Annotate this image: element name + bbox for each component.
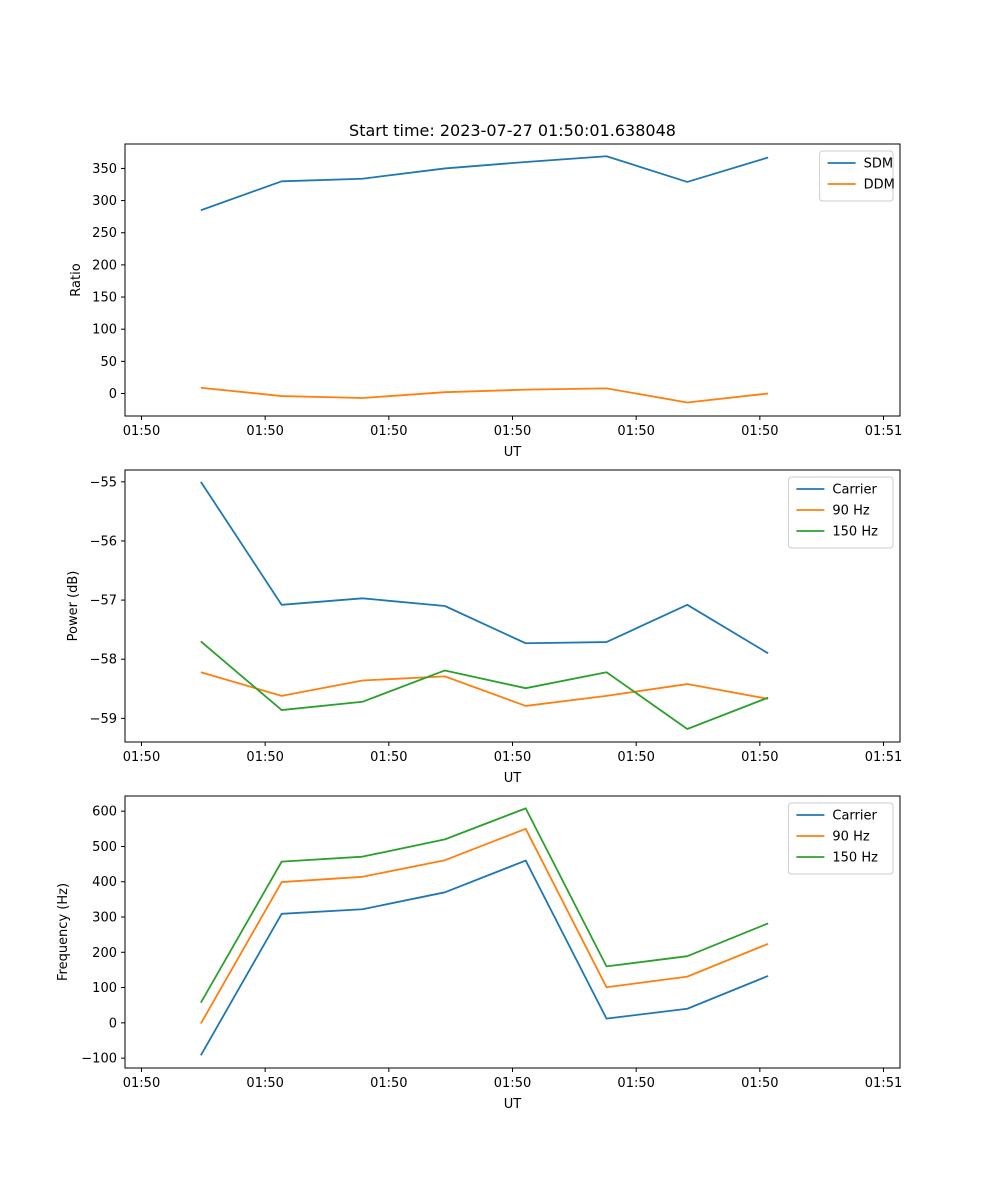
x-axis-label: UT <box>504 771 522 786</box>
y-tick-label: 300 <box>92 194 117 209</box>
x-tick-label: 01:50 <box>246 424 283 439</box>
legend-label: Carrier <box>832 809 877 824</box>
y-tick-label: 100 <box>92 981 117 996</box>
y-tick-label: 0 <box>109 387 117 402</box>
x-tick-label: 01:50 <box>370 750 407 765</box>
series-line-90-hz <box>200 671 769 707</box>
y-tick-label: 100 <box>92 323 117 338</box>
x-tick-label: 01:50 <box>370 1076 407 1091</box>
legend-label: 150 Hz <box>832 851 878 866</box>
x-tick-label: 01:50 <box>246 750 283 765</box>
x-tick-label: 01:50 <box>741 1076 778 1091</box>
x-tick-label: 01:50 <box>123 1076 160 1091</box>
x-tick-label: 01:50 <box>370 424 407 439</box>
x-tick-label: 01:50 <box>246 1076 283 1091</box>
series-line-150-hz <box>200 640 769 730</box>
y-tick-label: 50 <box>100 355 117 370</box>
x-tick-label: 01:50 <box>617 1076 654 1091</box>
series-line-90-hz <box>200 827 769 1024</box>
x-tick-label: 01:50 <box>123 750 160 765</box>
frequency-panel: 01:50 01:50 01:50 01:50 01:50 01:50 01:51 −100… <box>56 795 902 1112</box>
y-tick-label: −100 <box>81 1052 117 1067</box>
series-line-carrier <box>200 859 769 1056</box>
power-panel: 01:50 01:50 01:50 01:50 01:50 01:50 01:51 −59 −… <box>66 469 902 786</box>
chart-title: Start time: 2023-07-27 01:50:01.638048 <box>349 121 676 140</box>
series-line-150-hz <box>200 807 769 1004</box>
y-tick-label: 200 <box>92 258 117 273</box>
x-axis-label: UT <box>504 1097 522 1112</box>
x-tick-label: 01:51 <box>865 424 902 439</box>
series-line-sdm <box>200 155 769 212</box>
x-tick-label: 01:50 <box>123 424 160 439</box>
x-tick-label: 01:50 <box>617 424 654 439</box>
y-tick-label: 500 <box>92 840 117 855</box>
y-tick-label: −56 <box>90 534 117 549</box>
x-axis-label: UT <box>504 445 522 460</box>
y-axis-label: Frequency (Hz) <box>56 883 71 981</box>
y-axis-label: Power (dB) <box>66 571 81 642</box>
y-tick-label: 300 <box>92 911 117 926</box>
x-tick-label: 01:50 <box>617 750 654 765</box>
y-tick-label: 150 <box>92 291 117 306</box>
legend-label: 90 Hz <box>832 504 869 519</box>
y-tick-label: −58 <box>90 653 117 668</box>
y-tick-label: 400 <box>92 875 117 890</box>
y-tick-label: 0 <box>109 1016 117 1031</box>
y-tick-label: −55 <box>90 475 117 490</box>
y-tick-label: −57 <box>90 594 117 609</box>
x-tick-label: 01:50 <box>494 750 531 765</box>
y-tick-label: 200 <box>92 946 117 961</box>
legend-label: SDM <box>864 157 893 172</box>
legend-label: DDM <box>864 178 895 193</box>
y-axis-label: Ratio <box>69 263 84 296</box>
x-tick-label: 01:51 <box>865 1076 902 1091</box>
y-tick-label: 350 <box>92 162 117 177</box>
y-tick-label: −59 <box>90 712 117 727</box>
series-line-carrier <box>200 481 769 655</box>
series-line-ddm <box>200 386 769 404</box>
x-tick-label: 01:51 <box>865 750 902 765</box>
x-tick-label: 01:50 <box>741 750 778 765</box>
legend-label: 90 Hz <box>832 830 869 845</box>
legend-label: Carrier <box>832 483 877 498</box>
y-tick-label: 600 <box>92 805 117 820</box>
y-tick-label: 250 <box>92 226 117 241</box>
legend-label: 150 Hz <box>832 525 878 540</box>
x-tick-label: 01:50 <box>494 1076 531 1091</box>
ratio-panel: Start time: 2023-07-27 01:50:01.638048 0… <box>69 121 902 460</box>
x-tick-label: 01:50 <box>494 424 531 439</box>
x-tick-label: 01:50 <box>741 424 778 439</box>
